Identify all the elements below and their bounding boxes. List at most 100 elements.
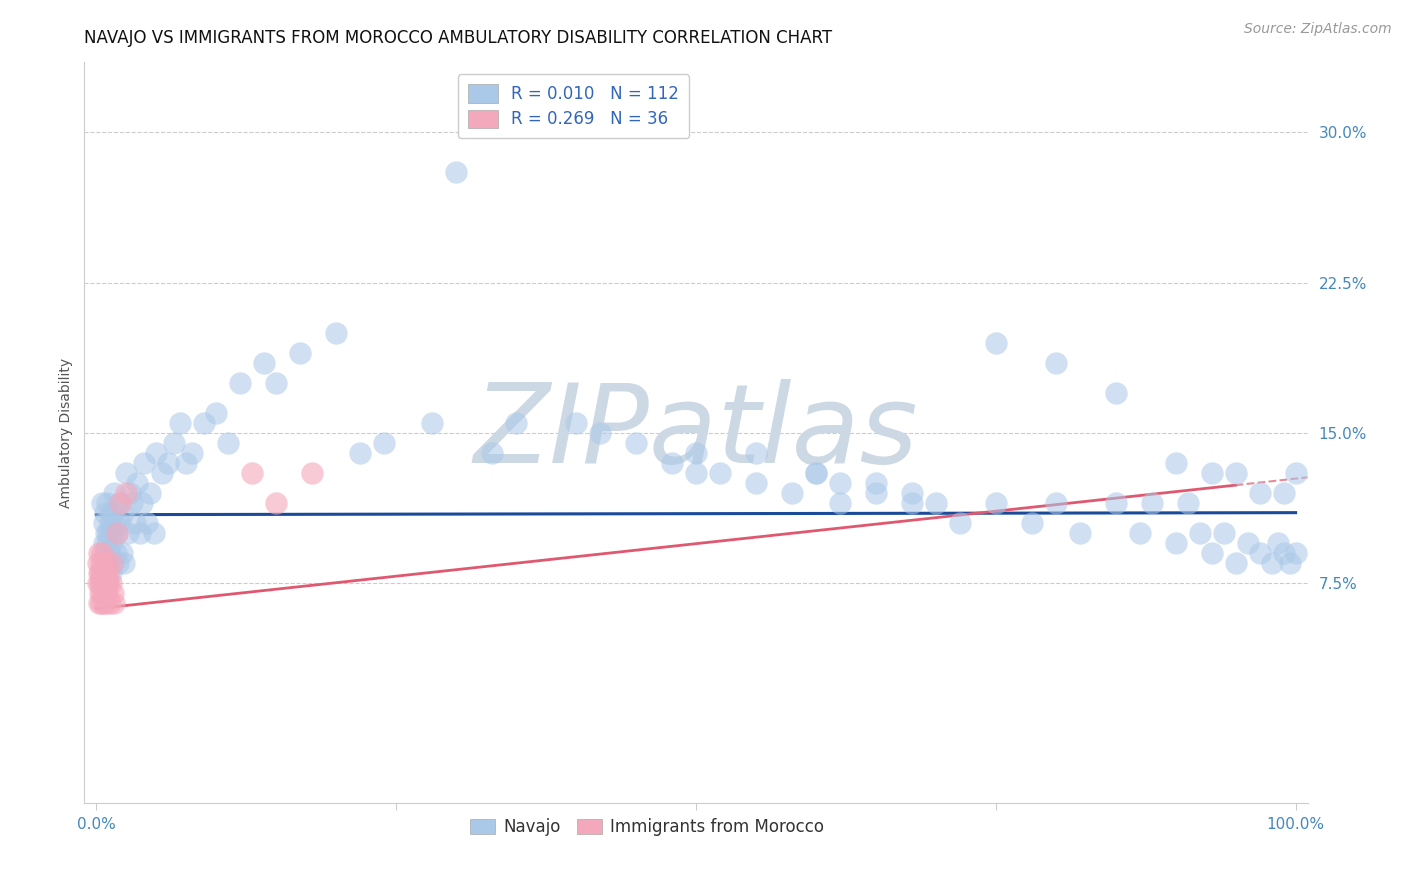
Point bbox=[1284, 546, 1306, 560]
Point bbox=[94, 575, 117, 590]
Point bbox=[865, 475, 887, 490]
Point bbox=[745, 475, 768, 490]
Point bbox=[108, 496, 131, 510]
Point bbox=[420, 416, 443, 430]
Point bbox=[103, 485, 125, 500]
Y-axis label: Ambulatory Disability: Ambulatory Disability bbox=[59, 358, 73, 508]
Point bbox=[949, 516, 972, 530]
Point bbox=[1105, 385, 1128, 400]
Point bbox=[264, 496, 287, 510]
Point bbox=[93, 556, 115, 570]
Point bbox=[115, 466, 138, 480]
Point bbox=[1201, 466, 1223, 480]
Point bbox=[110, 546, 132, 560]
Point bbox=[1164, 456, 1187, 470]
Point bbox=[87, 566, 110, 580]
Point bbox=[253, 355, 276, 369]
Point bbox=[101, 585, 124, 599]
Point bbox=[1201, 546, 1223, 560]
Point bbox=[90, 556, 112, 570]
Point bbox=[373, 435, 395, 450]
Point bbox=[118, 485, 141, 500]
Point bbox=[685, 466, 707, 480]
Point bbox=[205, 406, 228, 420]
Point bbox=[661, 456, 683, 470]
Point bbox=[101, 535, 124, 549]
Point bbox=[86, 556, 108, 570]
Point bbox=[240, 466, 263, 480]
Point bbox=[565, 416, 588, 430]
Point bbox=[131, 496, 153, 510]
Point bbox=[139, 485, 162, 500]
Point bbox=[89, 566, 111, 580]
Point bbox=[134, 456, 156, 470]
Point bbox=[150, 466, 173, 480]
Point bbox=[93, 506, 117, 520]
Point bbox=[1225, 556, 1247, 570]
Text: ZIPatlas: ZIPatlas bbox=[474, 379, 918, 486]
Point bbox=[1129, 525, 1152, 540]
Point bbox=[104, 546, 127, 560]
Point bbox=[91, 546, 114, 560]
Point bbox=[1188, 525, 1211, 540]
Point bbox=[709, 466, 731, 480]
Point bbox=[1021, 516, 1043, 530]
Point bbox=[93, 575, 115, 590]
Point bbox=[101, 556, 124, 570]
Point bbox=[93, 596, 115, 610]
Point bbox=[101, 525, 124, 540]
Point bbox=[93, 585, 117, 599]
Point bbox=[1284, 466, 1306, 480]
Point bbox=[1249, 546, 1271, 560]
Point bbox=[349, 445, 371, 459]
Point bbox=[93, 546, 117, 560]
Point bbox=[90, 575, 112, 590]
Text: NAVAJO VS IMMIGRANTS FROM MOROCCO AMBULATORY DISABILITY CORRELATION CHART: NAVAJO VS IMMIGRANTS FROM MOROCCO AMBULA… bbox=[84, 29, 832, 47]
Point bbox=[93, 516, 115, 530]
Point bbox=[105, 525, 128, 540]
Point bbox=[86, 575, 108, 590]
Point bbox=[98, 546, 121, 560]
Point bbox=[103, 516, 125, 530]
Point bbox=[87, 596, 110, 610]
Point bbox=[984, 335, 1007, 350]
Point bbox=[745, 445, 768, 459]
Text: Source: ZipAtlas.com: Source: ZipAtlas.com bbox=[1244, 22, 1392, 37]
Point bbox=[865, 485, 887, 500]
Point bbox=[142, 525, 165, 540]
Point bbox=[1225, 466, 1247, 480]
Point bbox=[685, 445, 707, 459]
Point bbox=[105, 525, 128, 540]
Point bbox=[1260, 556, 1282, 570]
Point bbox=[181, 445, 204, 459]
Point bbox=[115, 485, 138, 500]
Point bbox=[128, 525, 150, 540]
Point bbox=[101, 506, 124, 520]
Point bbox=[97, 556, 120, 570]
Point bbox=[107, 556, 129, 570]
Point bbox=[93, 566, 117, 580]
Point bbox=[157, 456, 180, 470]
Point bbox=[1278, 556, 1301, 570]
Point bbox=[925, 496, 948, 510]
Point bbox=[1272, 485, 1295, 500]
Point bbox=[94, 556, 117, 570]
Point bbox=[117, 525, 139, 540]
Point bbox=[96, 585, 118, 599]
Point bbox=[97, 575, 120, 590]
Legend: Navajo, Immigrants from Morocco: Navajo, Immigrants from Morocco bbox=[463, 811, 831, 843]
Point bbox=[1069, 525, 1091, 540]
Point bbox=[100, 575, 122, 590]
Point bbox=[229, 376, 252, 390]
Point bbox=[94, 525, 117, 540]
Point bbox=[1236, 535, 1258, 549]
Point bbox=[624, 435, 647, 450]
Point bbox=[87, 546, 110, 560]
Point bbox=[94, 596, 117, 610]
Point bbox=[96, 556, 118, 570]
Point bbox=[217, 435, 239, 450]
Point bbox=[98, 516, 121, 530]
Point bbox=[100, 506, 122, 520]
Point bbox=[1045, 355, 1067, 369]
Point bbox=[90, 596, 112, 610]
